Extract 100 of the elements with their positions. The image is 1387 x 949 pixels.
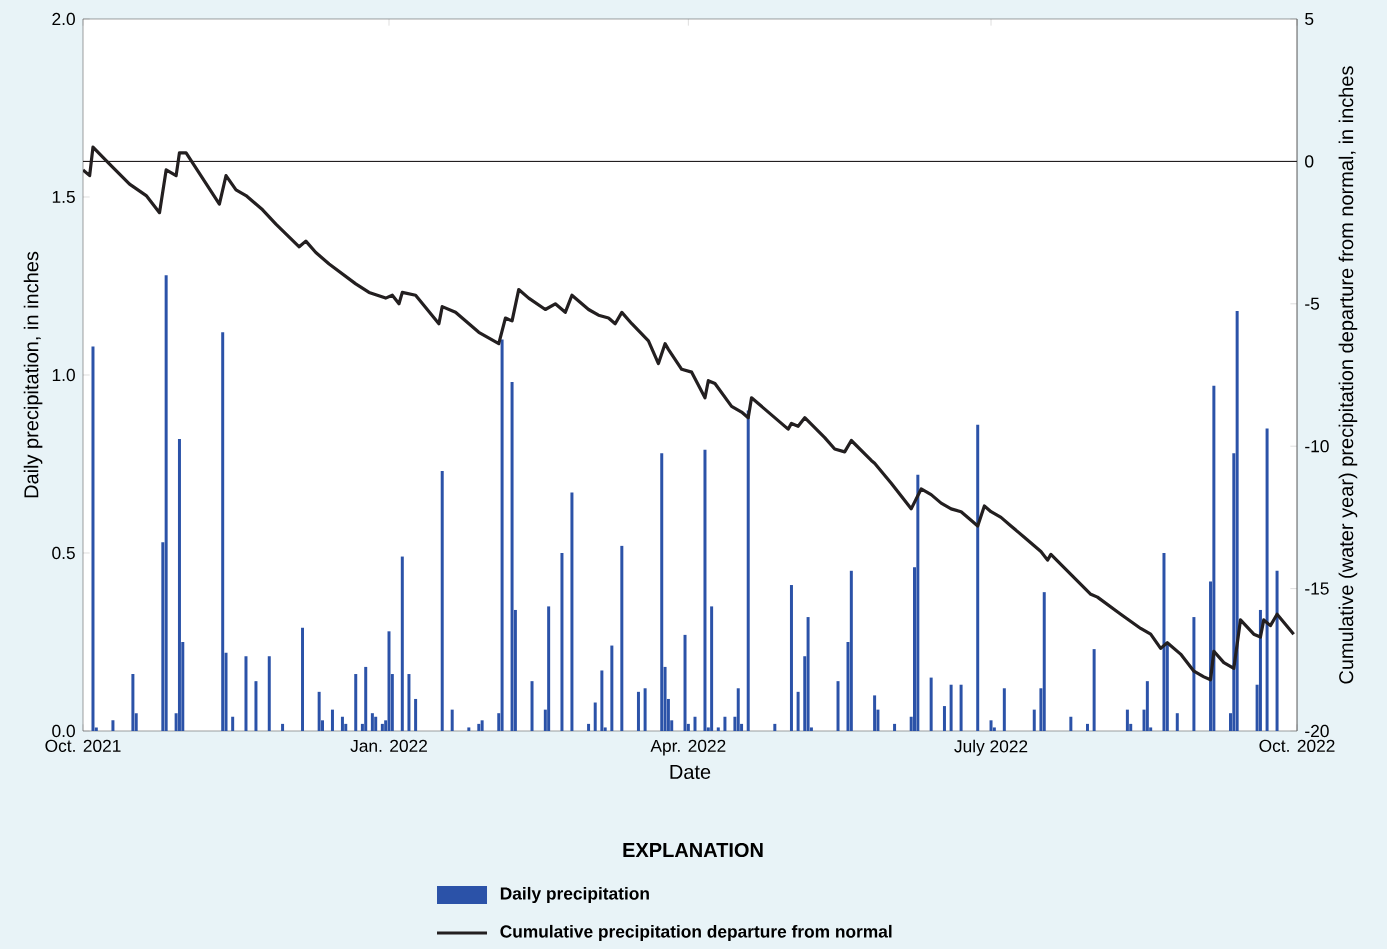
bar <box>1175 713 1179 731</box>
bar <box>929 677 933 731</box>
legend-title: EXPLANATION <box>623 842 763 858</box>
bar <box>773 723 777 731</box>
bar <box>111 720 115 731</box>
bar <box>620 545 624 731</box>
bar <box>1275 570 1279 731</box>
y2-tick-label: 0 <box>1305 155 1314 168</box>
y-tick-label: 2.0 <box>52 12 75 26</box>
bar <box>949 684 953 731</box>
y-tick-label: 1.5 <box>52 190 75 204</box>
bar <box>301 627 305 731</box>
bar <box>254 681 258 731</box>
bar <box>789 585 793 731</box>
y2-tick-label: 5 <box>1305 12 1314 26</box>
bar <box>1258 609 1262 731</box>
bar <box>340 716 344 731</box>
bar <box>500 339 504 731</box>
legend-label: Cumulative precipitation departure from normal <box>500 924 892 942</box>
bar <box>400 556 404 731</box>
y-tick-label: 1.0 <box>52 368 75 382</box>
bar <box>1192 617 1196 731</box>
bar <box>660 453 664 731</box>
bar <box>164 275 168 731</box>
bar <box>231 716 235 731</box>
bar <box>1042 592 1046 731</box>
bar <box>267 656 271 731</box>
bar <box>643 688 647 731</box>
bar <box>510 382 514 731</box>
bar <box>849 570 853 731</box>
bar <box>710 606 714 731</box>
bar <box>354 674 358 731</box>
bar <box>593 702 597 731</box>
bar <box>370 713 374 731</box>
bar <box>380 723 384 731</box>
bar <box>796 691 800 731</box>
bar <box>407 674 411 731</box>
x-axis-title: Date <box>670 765 711 779</box>
bar <box>1092 649 1096 731</box>
y2-tick-label: -15 <box>1305 582 1329 595</box>
bar <box>330 709 334 731</box>
y2-axis-title: Cumulative (water year) precipitation departure from normal, in inches <box>1338 66 1358 684</box>
bar <box>1002 688 1006 731</box>
bar <box>703 449 707 731</box>
bar <box>560 552 564 731</box>
y2-tick-label: -10 <box>1305 440 1329 453</box>
bar <box>547 606 551 731</box>
bar <box>450 709 454 731</box>
y-tick-label: 0.5 <box>52 546 75 560</box>
bar <box>1235 310 1239 731</box>
y-axis-title: Daily precipitation, in inches <box>23 251 43 498</box>
bar <box>244 656 248 731</box>
x-tick-label: Jan. 2022 <box>350 739 427 752</box>
bar <box>1125 709 1129 731</box>
bar <box>873 695 877 731</box>
bar <box>683 634 687 731</box>
bar <box>530 681 534 731</box>
bar <box>1085 723 1089 731</box>
bar <box>177 439 181 731</box>
line-series <box>83 145 1296 682</box>
bar <box>467 727 471 731</box>
y2-tick-label: -20 <box>1305 724 1329 738</box>
bar <box>942 706 946 731</box>
bar <box>636 691 640 731</box>
x-tick-label: July 2022 <box>954 739 1028 756</box>
bar <box>806 617 810 731</box>
y2-tick-label: -5 <box>1305 297 1320 310</box>
bar <box>374 716 378 731</box>
x-tick-label: Apr. 2022 <box>650 739 726 756</box>
x-tick-label: Oct. 2022 <box>1259 739 1335 752</box>
bar <box>440 471 444 731</box>
bar <box>723 716 727 731</box>
legend-label: Daily precipitation <box>500 886 649 904</box>
bar <box>736 688 740 731</box>
bar <box>836 681 840 731</box>
bar <box>317 691 321 731</box>
bar <box>570 492 574 731</box>
bar <box>1145 681 1149 731</box>
bar <box>600 670 604 731</box>
y-tick-label: 0.0 <box>52 724 75 738</box>
bar <box>1162 552 1166 731</box>
bar <box>414 698 418 731</box>
bar <box>916 474 920 731</box>
x-tick-label: Oct. 2021 <box>45 739 121 752</box>
bar <box>610 645 614 731</box>
bar <box>746 410 750 731</box>
bar <box>1069 716 1073 731</box>
bar <box>1032 709 1036 731</box>
bar <box>976 424 980 731</box>
bar <box>477 723 481 731</box>
bar <box>893 723 897 731</box>
bar <box>587 723 591 731</box>
bar <box>1265 428 1269 731</box>
bar <box>959 684 963 731</box>
bar <box>480 720 484 731</box>
bar <box>716 727 720 731</box>
bar <box>131 674 135 731</box>
bar <box>281 723 285 731</box>
bar <box>1212 385 1216 731</box>
bar <box>989 720 993 731</box>
